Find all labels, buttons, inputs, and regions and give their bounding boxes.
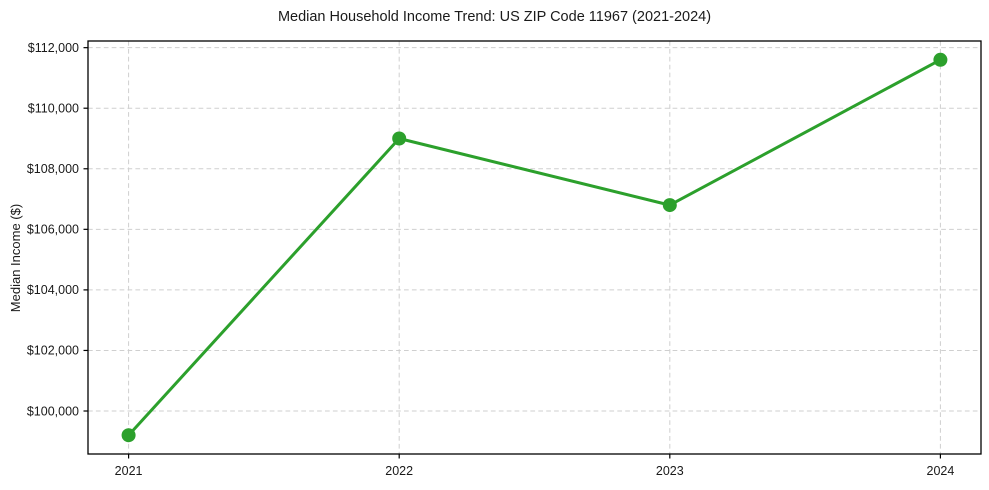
x-tick-label: 2024 [927, 464, 955, 478]
y-tick-label: $106,000 [27, 223, 79, 237]
y-axis-title: Median Income ($) [8, 203, 23, 313]
plot-border [87, 40, 982, 455]
x-tick-label: 2021 [115, 464, 143, 478]
chart-title: Median Household Income Trend: US ZIP Co… [277, 9, 712, 25]
x-tick-label: 2023 [656, 464, 684, 478]
data-point-2024 [933, 52, 948, 67]
y-tick-label: $102,000 [27, 344, 79, 358]
y-tick-label: $104,000 [27, 283, 79, 297]
data-point-2021 [121, 428, 136, 443]
y-tick-label: $108,000 [27, 162, 79, 176]
trend-line [127, 58, 942, 437]
y-tick-label: $100,000 [27, 404, 79, 418]
x-tick-label: 2022 [385, 464, 413, 478]
y-tick-label: $110,000 [28, 102, 79, 116]
data-point-2022 [392, 131, 407, 146]
data-point-2023 [662, 198, 677, 213]
y-tick-label: $112,000 [28, 41, 79, 55]
